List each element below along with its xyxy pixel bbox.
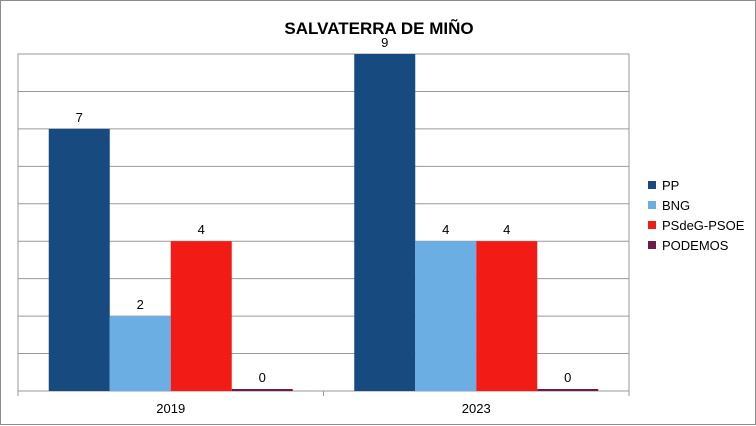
bar-bng-2019 — [109, 316, 171, 391]
bar-podemos-2023 — [537, 389, 599, 391]
legend-label: PODEMOS — [662, 238, 729, 253]
data-label: 2 — [137, 297, 144, 312]
data-label: 0 — [564, 370, 571, 385]
x-tick-label: 2023 — [462, 401, 491, 416]
chart-title: SALVATERRA DE MIÑO — [284, 19, 474, 38]
legend-swatch — [648, 241, 656, 249]
legend-label: PP — [662, 178, 679, 193]
data-label: 4 — [503, 222, 510, 237]
legend: PP BNG PSdeG-PSOE PODEMOS — [648, 178, 745, 253]
bar-pp-2023 — [354, 54, 416, 391]
bar-psdeg-psoe-2023 — [476, 241, 538, 391]
data-labels: 7 2 4 0 9 4 4 0 — [76, 35, 572, 385]
data-label: 4 — [198, 222, 205, 237]
data-label: 7 — [76, 110, 83, 125]
legend-swatch — [648, 221, 656, 229]
legend-label: BNG — [662, 198, 690, 213]
data-label: 4 — [442, 222, 449, 237]
bars — [48, 54, 599, 391]
legend-label: PSdeG-PSOE — [662, 218, 745, 233]
bar-podemos-2019 — [231, 389, 293, 391]
data-label: 0 — [259, 370, 266, 385]
data-label: 9 — [381, 35, 388, 50]
legend-swatch — [648, 201, 656, 209]
bar-bng-2023 — [415, 241, 477, 391]
x-tick-label: 2019 — [156, 401, 185, 416]
x-axis: 2019 2023 — [17, 391, 630, 416]
bar-psdeg-psoe-2019 — [170, 241, 232, 391]
legend-swatch — [648, 181, 656, 189]
bar-pp-2019 — [48, 128, 110, 391]
